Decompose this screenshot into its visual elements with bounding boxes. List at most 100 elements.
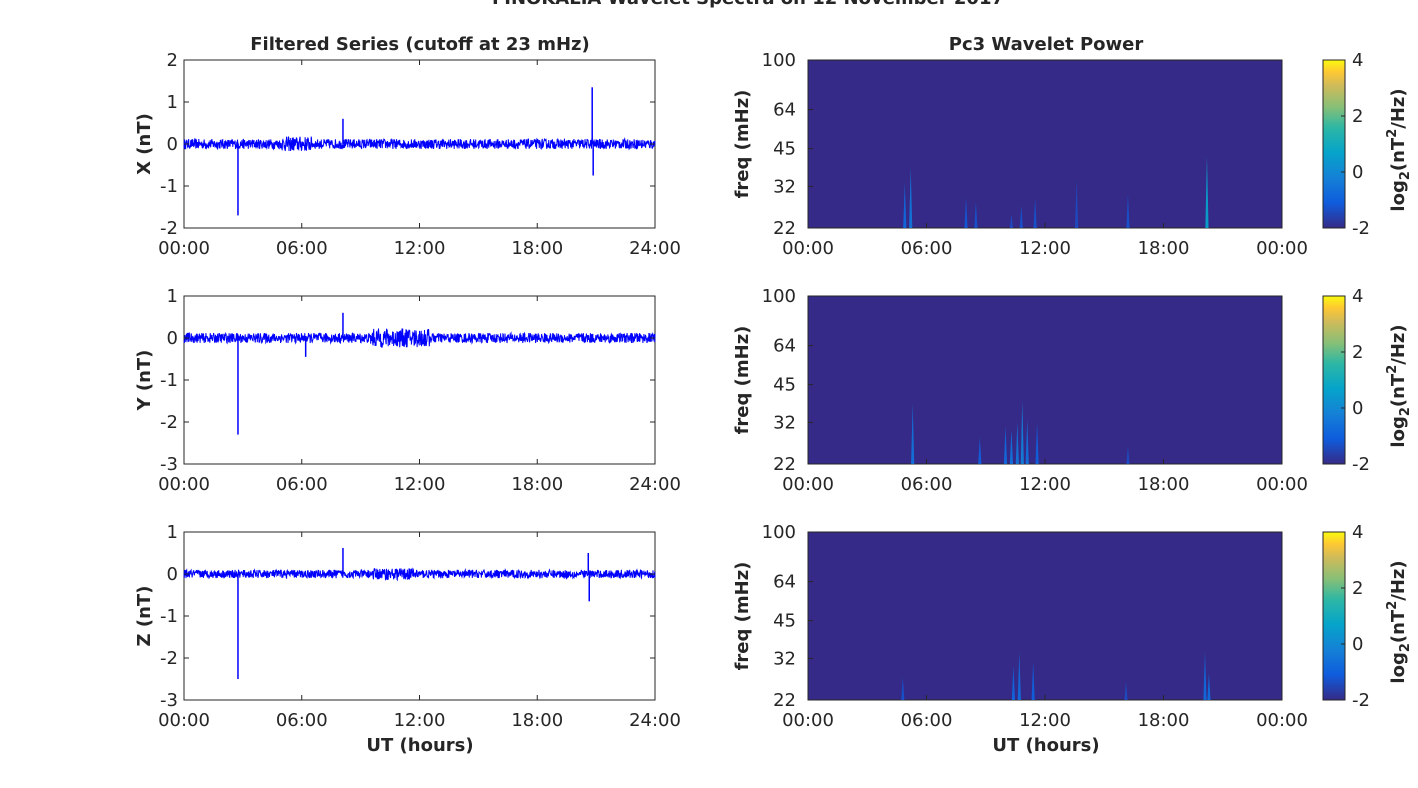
wavelet-yticklabel-y-1: 64 [773, 336, 796, 357]
series-axes-y [183, 295, 656, 465]
wavelet-xticklabel-x-3: 18:00 [1138, 238, 1190, 259]
series-xticklabel-z-4: 24:00 [629, 710, 681, 731]
wavelet-xticklabel-y-4: 00:00 [1256, 474, 1308, 495]
wavelet-xticklabel-z-3: 18:00 [1138, 710, 1190, 731]
wavelet-yticklabel-x-2: 45 [773, 139, 796, 160]
colorbar-label-part-2: (nT [1388, 137, 1409, 171]
wavelet-yticklabel-z-1: 64 [773, 572, 796, 593]
series-xticklabel-z-3: 18:00 [511, 710, 563, 731]
series-yticklabel-z-4: -3 [160, 690, 178, 711]
series-xticklabel-y-2: 12:00 [394, 474, 446, 495]
wavelet-event-y-0 [911, 403, 915, 464]
wavelet-yticklabel-z-2: 45 [773, 611, 796, 632]
left-xlabel: UT (hours) [366, 735, 473, 756]
colorbar-ticklabel-z-0: 4 [1352, 522, 1363, 543]
wavelet-yticklabel-z-0: 100 [762, 522, 796, 543]
wavelet-xticklabel-x-0: 00:00 [782, 238, 834, 259]
wavelet-yticklabel-x-4: 22 [773, 218, 796, 239]
series-xticklabel-y-4: 24:00 [629, 474, 681, 495]
wavelet-event-y-5 [1020, 400, 1024, 464]
colorbar-label-part-0: log [1388, 652, 1409, 683]
series-xticklabel-z-1: 06:00 [276, 710, 328, 731]
colorbar-label-part-3: 2 [1385, 365, 1400, 374]
colorbar-label-part-4: /Hz) [1388, 560, 1409, 600]
left-column-title: Filtered Series (cutoff at 23 mHz) [250, 34, 589, 55]
series-xticklabel-x-2: 12:00 [394, 238, 446, 259]
wavelet-xticklabel-y-0: 00:00 [782, 474, 834, 495]
colorbar-ticklabel-x-3: -2 [1352, 218, 1370, 239]
series-ylabel-y: Y (nT) [134, 350, 155, 412]
series-xticklabel-z-0: 00:00 [158, 710, 210, 731]
wavelet-yticklabel-y-3: 32 [773, 412, 796, 433]
series-xticklabel-x-1: 06:00 [276, 238, 328, 259]
wavelet-xticklabel-y-3: 18:00 [1138, 474, 1190, 495]
wavelet-xticklabel-x-1: 06:00 [901, 238, 953, 259]
wavelet-event-y-3 [1009, 429, 1014, 464]
series-yticklabel-x-1: 1 [167, 92, 178, 113]
wavelet-event-z-2 [1017, 651, 1021, 700]
series-xticklabel-x-0: 00:00 [158, 238, 210, 259]
colorbar-label-z: log2(nT2/Hz) [1385, 560, 1413, 683]
wavelet-ylabel-x: freq (mHz) [732, 90, 753, 199]
colorbar-x [1322, 59, 1346, 229]
wavelet-xticklabel-z-1: 06:00 [901, 710, 953, 731]
colorbar-ticklabel-y-0: 4 [1352, 286, 1363, 307]
wavelet-xticklabel-z-0: 00:00 [782, 710, 834, 731]
colorbar-label-part-2: (nT [1388, 373, 1409, 407]
wavelet-xticklabel-z-2: 12:00 [1019, 710, 1071, 731]
series-yticklabel-y-4: -3 [160, 454, 178, 475]
wavelet-yticklabel-x-1: 64 [773, 100, 796, 121]
series-trace-z [183, 567, 656, 582]
series-xticklabel-x-4: 24:00 [629, 238, 681, 259]
wavelet-xticklabel-x-2: 12:00 [1019, 238, 1071, 259]
series-yticklabel-z-1: 0 [167, 564, 178, 585]
wavelet-event-z-5 [1203, 651, 1207, 700]
wavelet-event-x-7 [1075, 179, 1079, 228]
wavelet-yticklabel-x-0: 100 [762, 50, 796, 71]
wavelet-xticklabel-y-2: 12:00 [1019, 474, 1071, 495]
wavelet-yticklabel-z-4: 22 [773, 690, 796, 711]
colorbar-ticklabel-z-3: -2 [1352, 690, 1370, 711]
wavelet-event-x-3 [974, 201, 978, 228]
figure-suptitle: FINOKALIA Wavelet Spectra on 12 November… [492, 0, 1004, 9]
wavelet-xticklabel-x-4: 00:00 [1256, 238, 1308, 259]
wavelet-yticklabel-z-3: 32 [773, 648, 796, 669]
series-trace-x [183, 136, 656, 152]
colorbar-ticklabel-y-2: 0 [1352, 398, 1363, 419]
colorbar-label-part-0: log [1388, 180, 1409, 211]
colorbar-y [1322, 295, 1346, 465]
wavelet-event-x-4 [1009, 213, 1014, 228]
wavelet-event-x-1 [909, 167, 913, 228]
wavelet-event-y-6 [1025, 419, 1029, 464]
right-xlabel: UT (hours) [992, 735, 1099, 756]
colorbar-label-part-1: 2 [1398, 407, 1413, 416]
wavelet-event-x-9 [1205, 156, 1209, 228]
wavelet-event-y-1 [978, 437, 982, 464]
wavelet-xticklabel-y-1: 06:00 [901, 474, 953, 495]
colorbar-label-x: log2(nT2/Hz) [1385, 88, 1413, 211]
wavelet-event-y-4 [1015, 422, 1019, 464]
colorbar-label-part-1: 2 [1398, 643, 1413, 652]
colorbar-label-y: log2(nT2/Hz) [1385, 324, 1413, 447]
colorbar-ticklabel-x-2: 0 [1352, 162, 1363, 183]
colorbar-label-part-4: /Hz) [1388, 324, 1409, 364]
colorbar-label-part-1: 2 [1398, 171, 1413, 180]
wavelet-event-y-2 [1003, 425, 1008, 464]
wavelet-axes-z [807, 531, 1283, 701]
series-yticklabel-x-3: -1 [160, 176, 178, 197]
wavelet-event-x-0 [903, 183, 907, 228]
series-yticklabel-x-2: 0 [167, 134, 178, 155]
series-yticklabel-y-3: -2 [160, 412, 178, 433]
series-yticklabel-z-2: -1 [160, 606, 178, 627]
colorbar-label-part-2: (nT [1388, 609, 1409, 643]
series-xticklabel-z-2: 12:00 [394, 710, 446, 731]
wavelet-event-z-3 [1031, 661, 1035, 700]
series-yticklabel-x-0: 2 [167, 50, 178, 71]
series-yticklabel-y-1: 0 [167, 328, 178, 349]
wavelet-event-x-6 [1033, 197, 1037, 228]
colorbar-ticklabel-y-1: 2 [1352, 342, 1363, 363]
wavelet-ylabel-z: freq (mHz) [732, 562, 753, 671]
wavelet-event-y-8 [1126, 445, 1130, 464]
wavelet-yticklabel-y-4: 22 [773, 454, 796, 475]
